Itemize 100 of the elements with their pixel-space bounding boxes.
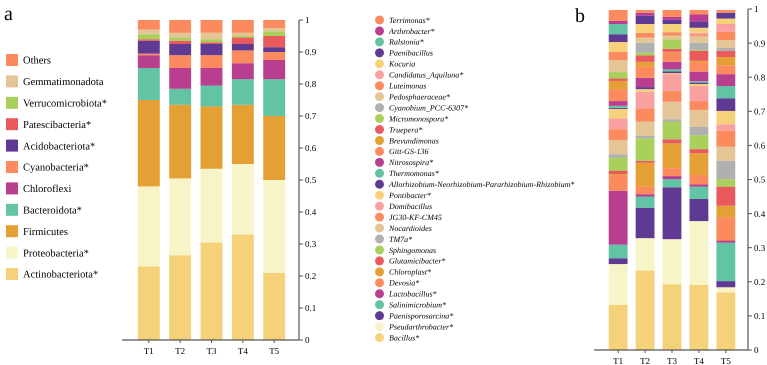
bar xyxy=(636,122,654,136)
bar xyxy=(716,12,736,19)
legend-label: Truepera* xyxy=(389,125,422,134)
bar xyxy=(662,187,682,240)
bar xyxy=(662,62,682,70)
bar xyxy=(690,22,708,28)
bar xyxy=(138,100,160,186)
bar xyxy=(662,143,682,168)
bar xyxy=(716,110,736,124)
y-tick-label: 0.9 xyxy=(754,38,766,48)
legend-label: Domibacillus xyxy=(388,202,432,211)
chart-title: b xyxy=(575,5,585,27)
bar xyxy=(636,42,654,53)
legend-label: Paenibacillus xyxy=(388,48,433,58)
bar xyxy=(662,119,682,122)
y-tick-label: 0.7 xyxy=(305,111,317,122)
bar xyxy=(138,20,160,30)
bar xyxy=(690,126,708,136)
bar xyxy=(636,196,654,208)
bar xyxy=(662,284,682,350)
bar xyxy=(690,198,708,222)
bar xyxy=(263,36,286,48)
x-tick-label: T2 xyxy=(640,356,650,365)
bar xyxy=(263,20,286,28)
bar xyxy=(138,55,160,68)
bar xyxy=(200,39,222,42)
bar xyxy=(690,284,708,350)
bar xyxy=(716,124,736,131)
legend-label: Candidatus_Aquiluna* xyxy=(389,70,464,80)
bar xyxy=(200,168,222,242)
bar xyxy=(690,14,708,22)
bar xyxy=(169,32,192,38)
legend-label: Arthrobacter* xyxy=(388,26,434,36)
bar xyxy=(608,304,628,350)
x-tick-label: T5 xyxy=(269,346,280,356)
bar xyxy=(232,44,254,50)
bar xyxy=(200,86,222,106)
legend-label: Patescibacteria* xyxy=(23,120,92,131)
legend-label: Gitt-GS-136 xyxy=(389,147,429,156)
y-tick-label: 0.8 xyxy=(754,72,766,82)
bar xyxy=(608,108,628,118)
bar xyxy=(138,40,160,54)
bar xyxy=(263,79,286,116)
bar xyxy=(662,48,682,52)
bar xyxy=(662,16,682,20)
y-tick-label: 1 xyxy=(754,4,758,14)
y-tick-label: 0 xyxy=(754,345,759,356)
legend-label: Sphingomonas xyxy=(389,246,436,255)
bar xyxy=(662,36,682,40)
bar xyxy=(690,153,708,176)
y-tick-label: 0.1 xyxy=(754,311,766,322)
bar xyxy=(263,60,286,80)
bar xyxy=(636,92,654,108)
bar xyxy=(662,90,682,102)
bar xyxy=(169,255,192,340)
x-tick-label: T5 xyxy=(720,356,732,365)
bar xyxy=(608,72,628,79)
y-tick-label: 1 xyxy=(305,15,310,26)
bar xyxy=(263,47,286,52)
bar xyxy=(690,10,708,14)
legend-label: Allorhizobium-Neorhizobium-Pararhizobium-Rhizobium* xyxy=(388,180,574,190)
legend-label: Nitrosospira* xyxy=(388,158,434,168)
bar xyxy=(636,66,654,78)
bar xyxy=(690,110,708,127)
bar xyxy=(608,34,628,42)
bar xyxy=(232,32,254,36)
bar xyxy=(232,63,254,80)
bar xyxy=(263,272,286,340)
bar xyxy=(716,86,736,98)
y-tick-label: 0.6 xyxy=(305,143,317,154)
bar xyxy=(716,32,736,40)
bar xyxy=(716,40,736,48)
bar xyxy=(690,101,708,110)
bar xyxy=(662,122,682,140)
bar xyxy=(169,55,192,68)
bar xyxy=(636,55,654,62)
x-tick-label: T4 xyxy=(238,346,248,356)
bar xyxy=(608,89,628,102)
bar xyxy=(608,60,628,72)
bar xyxy=(690,186,708,199)
bar xyxy=(169,104,192,178)
y-tick-label: 0.8 xyxy=(305,79,317,90)
legend-label: Lactobacillus* xyxy=(388,290,437,299)
bar xyxy=(716,186,736,206)
y-tick-label: 0.4 xyxy=(305,207,317,218)
bar xyxy=(636,52,654,56)
bar xyxy=(716,48,736,51)
bar xyxy=(608,80,628,90)
bar xyxy=(608,140,628,154)
bar xyxy=(662,139,682,144)
bar xyxy=(662,168,682,176)
bar xyxy=(690,36,708,43)
y-tick-label: 0.2 xyxy=(754,276,766,287)
bar xyxy=(138,68,160,100)
bar xyxy=(263,52,286,60)
legend-label: Cyanobacteria* xyxy=(23,162,89,174)
y-tick-label: 0.6 xyxy=(754,140,766,151)
bar xyxy=(690,86,708,102)
bar xyxy=(608,129,628,140)
bar xyxy=(662,32,682,36)
